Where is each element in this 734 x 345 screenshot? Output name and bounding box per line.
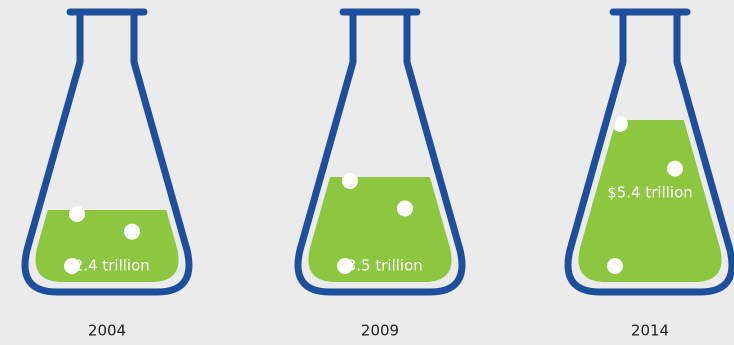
bubble: [337, 258, 353, 274]
value-label: $3.5 trillion: [337, 257, 423, 275]
category-label: 2004: [88, 322, 126, 340]
flask-outline: [564, 14, 734, 296]
bubble: [69, 206, 85, 222]
liquid: [308, 177, 452, 282]
bubble: [397, 200, 413, 217]
bubble: [342, 173, 358, 189]
bubble: [64, 258, 80, 274]
liquid-group: [35, 206, 179, 282]
bubble: [124, 223, 140, 240]
flask-outline: [294, 14, 466, 296]
category-label: 2009: [361, 322, 399, 340]
flask-outline: [21, 14, 193, 296]
value-label: $2.4 trillion: [64, 257, 150, 275]
bubble: [607, 258, 623, 274]
value-label: $5.4 trillion: [607, 184, 693, 202]
bubble: [667, 160, 683, 177]
liquid-group: [308, 173, 452, 282]
liquid: [35, 210, 179, 282]
category-label: 2014: [631, 322, 669, 340]
